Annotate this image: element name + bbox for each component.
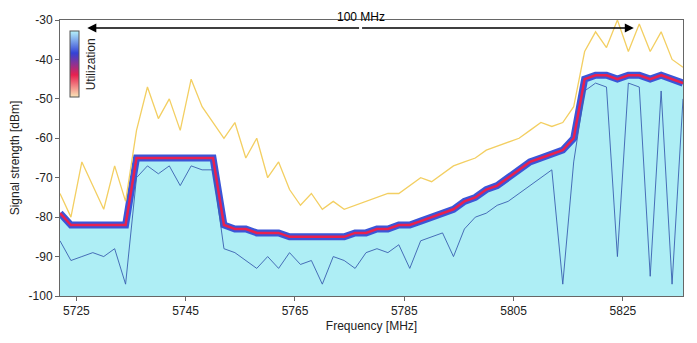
svg-text:5825: 5825 [610, 304, 637, 318]
svg-text:-40: -40 [35, 53, 53, 67]
svg-text:Utilization: Utilization [84, 38, 98, 90]
svg-text:-60: -60 [35, 131, 53, 145]
svg-text:5745: 5745 [172, 304, 199, 318]
svg-text:-30: -30 [35, 13, 53, 27]
svg-text:5765: 5765 [282, 304, 309, 318]
svg-text:-100: -100 [29, 289, 53, 303]
svg-text:-50: -50 [35, 92, 53, 106]
svg-text:Frequency [MHz]: Frequency [MHz] [326, 319, 417, 333]
svg-text:-90: -90 [35, 250, 53, 264]
svg-text:5785: 5785 [391, 304, 418, 318]
svg-text:Signal strength [dBm]: Signal strength [dBm] [8, 101, 22, 216]
svg-text:-70: -70 [35, 171, 53, 185]
svg-text:-80: -80 [35, 210, 53, 224]
svg-text:5805: 5805 [500, 304, 527, 318]
svg-text:100 MHz: 100 MHz [337, 10, 385, 24]
svg-text:5725: 5725 [63, 304, 90, 318]
